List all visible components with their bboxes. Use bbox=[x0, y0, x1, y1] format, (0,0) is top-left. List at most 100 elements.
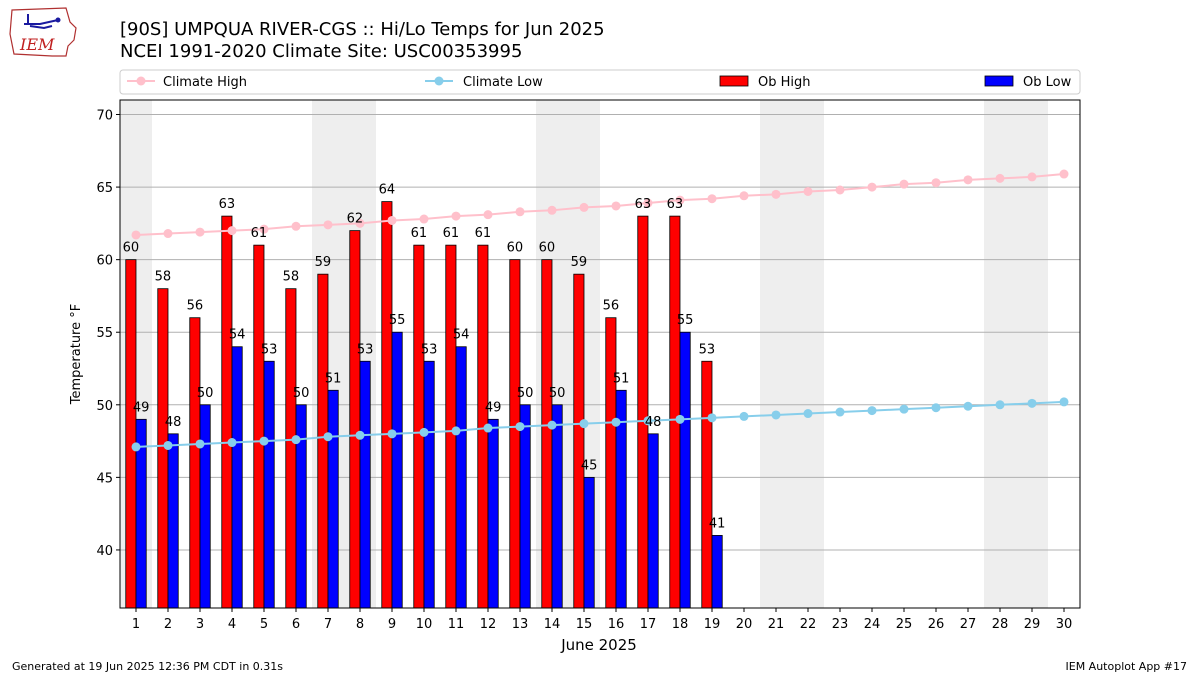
weekend-band bbox=[984, 100, 1048, 608]
climate-low-point bbox=[1059, 397, 1069, 407]
x-tick-label: 13 bbox=[512, 617, 529, 632]
ob-high-bar bbox=[253, 244, 265, 609]
climate-low-point bbox=[387, 429, 397, 439]
ob-high-bar bbox=[541, 259, 553, 609]
climate-high-point bbox=[579, 202, 589, 212]
x-tick-label: 12 bbox=[480, 617, 497, 632]
legend-ob-low: Ob Low bbox=[984, 75, 1072, 90]
plot-frame bbox=[119, 99, 1081, 609]
climate-high-point bbox=[899, 179, 909, 189]
ob-low-label: 51 bbox=[325, 371, 342, 386]
ob-low-label: 48 bbox=[165, 415, 182, 430]
ob-low-bar bbox=[327, 389, 339, 609]
climate-low-point bbox=[451, 426, 461, 436]
ob-high-label: 60 bbox=[507, 241, 524, 256]
ob-low-bar bbox=[167, 433, 179, 609]
ob-low-bar bbox=[551, 404, 563, 609]
climate-low-point bbox=[931, 403, 941, 413]
ob-high-label: 56 bbox=[187, 299, 204, 314]
climate-high-point bbox=[1027, 172, 1037, 182]
climate-low-point bbox=[835, 407, 845, 417]
x-tick-label: 25 bbox=[896, 617, 913, 632]
climate-low-point bbox=[131, 442, 141, 452]
climate-high-point bbox=[259, 224, 269, 234]
legend: Climate High Climate Low Ob High Ob Low bbox=[119, 69, 1081, 95]
ob-low-bar bbox=[391, 331, 403, 609]
y-tick-label: 55 bbox=[96, 326, 113, 341]
y-tick-label: 40 bbox=[96, 544, 113, 559]
legend-label: Ob High bbox=[758, 75, 811, 90]
climate-high-point bbox=[643, 198, 653, 208]
ob-low-label: 53 bbox=[421, 342, 438, 357]
x-tick-label: 30 bbox=[1056, 617, 1073, 632]
climate-low-point bbox=[547, 420, 557, 430]
x-tick-label: 22 bbox=[800, 617, 817, 632]
climate-high-point bbox=[291, 221, 301, 231]
climate-high-point bbox=[707, 194, 717, 204]
ob-high-label: 61 bbox=[411, 226, 428, 241]
x-axis-label: June 2025 bbox=[560, 636, 637, 654]
footer-generated: Generated at 19 Jun 2025 12:36 PM CDT in… bbox=[12, 660, 283, 673]
x-tick-label: 4 bbox=[228, 617, 236, 632]
ob-low-label: 53 bbox=[357, 342, 374, 357]
x-tick-label: 5 bbox=[260, 617, 268, 632]
ob-high-label: 56 bbox=[603, 299, 620, 314]
climate-high-point bbox=[611, 201, 621, 211]
ob-high-label: 64 bbox=[379, 183, 396, 198]
climate-low-line bbox=[135, 400, 1065, 448]
ob-low-label: 55 bbox=[677, 313, 694, 328]
climate-low-point bbox=[323, 432, 333, 442]
climate-low-point bbox=[163, 440, 173, 450]
ob-low-label: 50 bbox=[549, 386, 566, 401]
x-tick-label: 27 bbox=[960, 617, 977, 632]
ob-low-bar bbox=[295, 404, 307, 609]
climate-high-point bbox=[867, 182, 877, 192]
ob-low-label: 55 bbox=[389, 313, 406, 328]
climate-high-point bbox=[995, 173, 1005, 183]
ob-high-label: 60 bbox=[539, 241, 556, 256]
ob-high-bar bbox=[413, 244, 425, 609]
x-tick-label: 21 bbox=[768, 617, 785, 632]
ob-low-label: 54 bbox=[453, 328, 470, 343]
ob-low-label: 50 bbox=[197, 386, 214, 401]
y-tick-label: 65 bbox=[96, 181, 113, 196]
ob-high-label: 58 bbox=[283, 270, 300, 285]
x-tick-label: 10 bbox=[416, 617, 433, 632]
ob-low-label: 48 bbox=[645, 415, 662, 430]
iem-logo: IEM bbox=[9, 7, 77, 57]
climate-low-point bbox=[995, 400, 1005, 410]
x-tick-label: 23 bbox=[832, 617, 849, 632]
x-tick-label: 18 bbox=[672, 617, 689, 632]
x-tick-label: 29 bbox=[1024, 617, 1041, 632]
ob-high-bar bbox=[349, 230, 361, 609]
climate-high-point bbox=[195, 227, 205, 237]
climate-low-point bbox=[259, 436, 269, 446]
ob-low-bar bbox=[679, 331, 691, 609]
legend-climate-low: Climate Low bbox=[425, 75, 543, 90]
ob-low-label: 54 bbox=[229, 328, 246, 343]
ob-low-bar bbox=[487, 418, 499, 609]
weekend-band bbox=[760, 100, 824, 608]
ob-high-bar bbox=[221, 215, 233, 609]
ob-high-bar bbox=[669, 215, 681, 609]
ob-high-label: 63 bbox=[219, 197, 236, 212]
climate-high-line bbox=[135, 173, 1065, 236]
ob-high-label: 61 bbox=[443, 226, 460, 241]
x-tick-label: 19 bbox=[704, 617, 721, 632]
ob-low-label: 49 bbox=[133, 400, 150, 415]
legend-ob-high: Ob High bbox=[719, 75, 811, 90]
legend-label: Ob Low bbox=[1023, 75, 1072, 90]
climate-high-point bbox=[483, 210, 493, 220]
climate-low-point bbox=[899, 404, 909, 414]
legend-climate-high: Climate High bbox=[127, 75, 247, 90]
climate-high-point bbox=[419, 214, 429, 224]
x-tick-label: 15 bbox=[576, 617, 593, 632]
climate-high-point bbox=[803, 186, 813, 196]
ob-high-bar bbox=[189, 317, 201, 609]
ob-low-bar bbox=[647, 433, 659, 609]
ob-high-bar bbox=[605, 317, 617, 609]
legend-label: Climate Low bbox=[463, 75, 543, 90]
ob-high-bar bbox=[701, 360, 713, 609]
climate-high-point bbox=[1059, 169, 1069, 179]
